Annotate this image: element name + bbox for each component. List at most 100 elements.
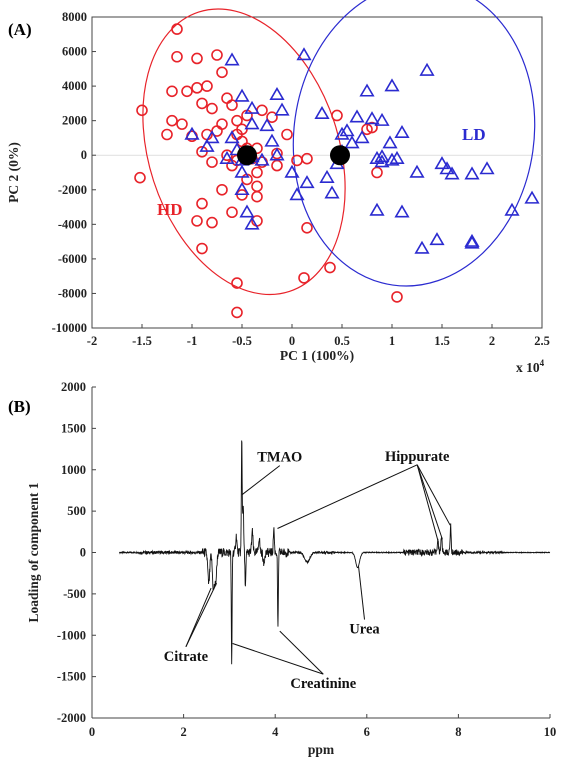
- y-tick-label: 1000: [61, 463, 86, 477]
- data-point-hd: [226, 99, 238, 111]
- data-point-hd: [371, 166, 383, 179]
- x-scale-exponent: 4: [540, 358, 545, 368]
- annotation-label-creatinine: Creatinine: [290, 676, 356, 692]
- data-point-ld: [224, 130, 240, 144]
- data-point-hd: [391, 291, 403, 303]
- y-tick-label: -1000: [57, 628, 86, 642]
- y-tick-label: 4000: [62, 79, 87, 93]
- data-point-hd: [251, 180, 263, 193]
- data-point-ld: [254, 152, 270, 166]
- data-point-hd: [216, 118, 228, 130]
- x-tick-label: 6: [364, 725, 370, 739]
- y-tick-label: -1500: [57, 670, 86, 684]
- data-point-hd: [196, 197, 208, 210]
- data-point-ld: [334, 126, 350, 140]
- data-point-hd: [136, 104, 148, 117]
- data-point-ld: [269, 86, 285, 101]
- data-point-hd: [134, 171, 146, 184]
- data-point-ld: [234, 181, 250, 196]
- data-point-hd: [301, 152, 313, 165]
- x-axis-label: PC 1 (100%): [280, 348, 354, 363]
- data-point-hd: [171, 23, 183, 35]
- data-point-hd: [226, 206, 238, 219]
- data-point-hd: [206, 216, 218, 229]
- data-point-hd: [324, 261, 336, 274]
- data-point-ld: [224, 52, 240, 66]
- y-tick-label: -2000: [57, 711, 86, 725]
- data-point-ld: [219, 150, 235, 164]
- data-point-ld: [389, 150, 405, 164]
- data-point-hd: [251, 166, 263, 179]
- data-point-ld: [434, 156, 450, 170]
- y-tick-label: -6000: [58, 252, 87, 266]
- data-point-ld: [349, 109, 365, 123]
- x-tick-label: -1.5: [132, 334, 152, 348]
- data-point-hd: [206, 102, 218, 115]
- plot-a-frame: [91, 16, 543, 329]
- data-point-ld: [414, 240, 430, 254]
- data-point-ld: [324, 185, 340, 199]
- data-point-ld: [314, 105, 330, 120]
- data-point-hd: [216, 66, 228, 79]
- panel-b-loading-plot: 0 2 4 6 8 10 -2000 -1500 -1000 -500 0 500 1000 1500 20…: [8, 380, 556, 757]
- x-tick-label: -2: [87, 334, 97, 348]
- data-point-ld: [339, 123, 355, 137]
- data-point-ld: [354, 130, 370, 144]
- x-scale-note: x 104: [516, 358, 545, 375]
- data-point-ld: [429, 232, 445, 246]
- y-tick-label: -4000: [58, 217, 87, 231]
- data-point-hd: [166, 114, 178, 127]
- y-tick-label: 1500: [61, 421, 86, 435]
- x-tick-label: 0.5: [334, 334, 350, 348]
- x-axis-label: ppm: [308, 742, 335, 757]
- group-centroid-ld: [330, 145, 350, 166]
- y-tick-label: -500: [63, 587, 86, 601]
- x-tick-label: -1: [187, 334, 197, 348]
- data-point-ld: [239, 204, 255, 218]
- data-point-hd: [181, 85, 193, 98]
- annotation-line-hippurate: [416, 464, 439, 541]
- x-tick-label: 10: [544, 725, 557, 739]
- data-point-ld: [184, 126, 200, 140]
- confidence-ellipse-ld: [292, 0, 536, 287]
- y-tick-label: 0: [81, 148, 87, 162]
- annotation-line-hippurate: [277, 464, 418, 529]
- x-tick-label: 4: [272, 725, 279, 739]
- y-tick-label: -2000: [58, 183, 87, 197]
- data-point-ld: [264, 133, 280, 147]
- y-axis-label: Loading of component 1: [26, 482, 41, 622]
- data-point-hd: [221, 92, 233, 105]
- group-label-ld: LD: [462, 125, 486, 144]
- x-tick-label: 2: [180, 725, 186, 739]
- data-point-hd: [281, 128, 293, 141]
- y-tick-label: -8000: [58, 286, 87, 300]
- data-point-hd: [231, 306, 243, 319]
- data-point-hd: [191, 215, 203, 227]
- annotation-line-urea: [358, 566, 366, 620]
- x-tick-label: -0.5: [232, 334, 252, 348]
- data-point-ld: [244, 100, 260, 114]
- y-tick-label: 6000: [62, 45, 87, 59]
- x-tick-label: 1: [389, 334, 395, 348]
- data-point-ld: [234, 164, 250, 178]
- data-point-hd: [271, 159, 283, 172]
- annotation-line-tmao: [241, 465, 281, 495]
- data-point-ld: [289, 187, 305, 201]
- annotation-line-creatinine: [232, 643, 324, 675]
- data-point-ld: [464, 233, 480, 247]
- data-point-ld: [296, 47, 312, 61]
- data-point-ld: [319, 169, 335, 183]
- y-tick-label: 0: [80, 546, 86, 560]
- data-point-hd: [196, 242, 208, 255]
- x-scale-base: x 10: [516, 360, 540, 375]
- data-point-hd: [298, 272, 310, 284]
- data-point-ld: [439, 161, 455, 175]
- x-tick-label: 2.5: [534, 334, 550, 348]
- data-point-hd: [251, 190, 263, 203]
- annotation-label-tmao: TMAO: [257, 450, 302, 466]
- data-point-hd: [191, 82, 203, 94]
- data-point-ld: [384, 152, 400, 166]
- data-point-hd: [216, 183, 228, 196]
- annotation-label-hippurate: Hippurate: [385, 449, 450, 465]
- data-point-ld: [479, 161, 495, 175]
